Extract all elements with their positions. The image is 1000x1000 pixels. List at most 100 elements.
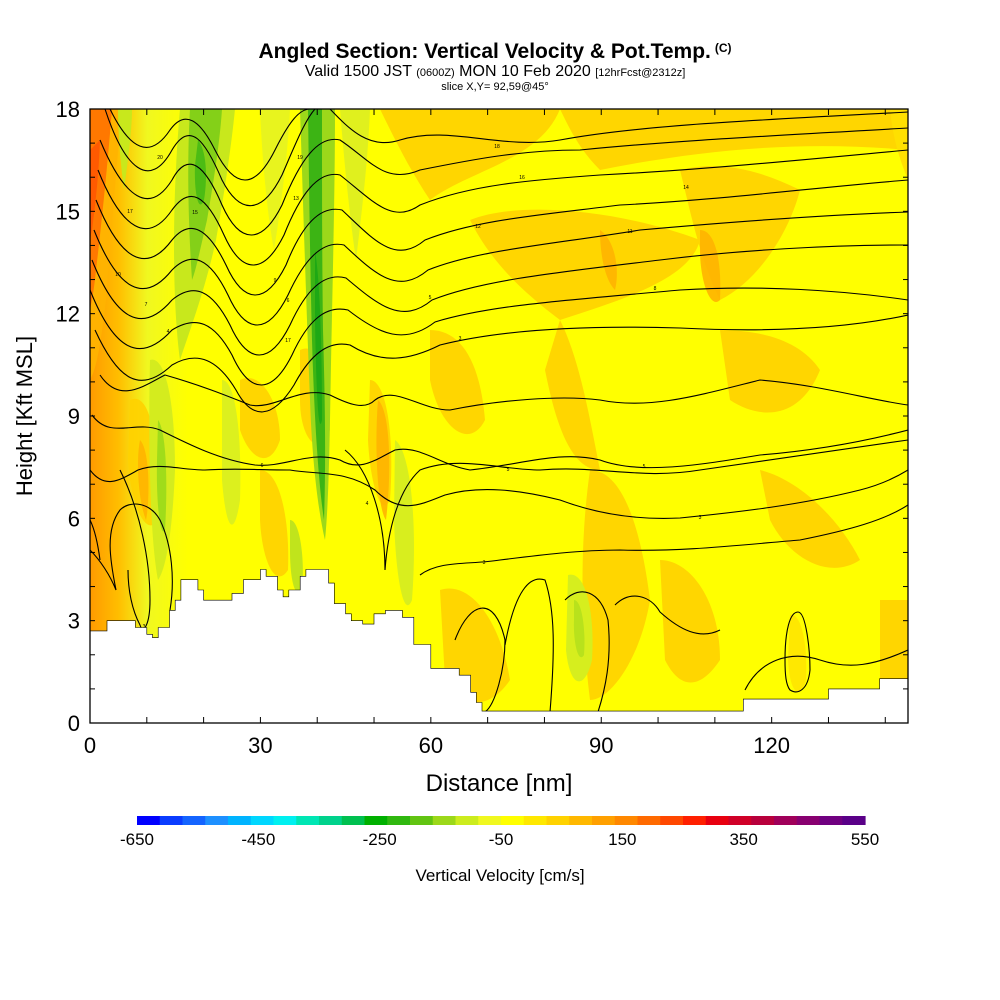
- y-tick-label: 18: [56, 97, 80, 122]
- strong-updraft-patch: [138, 440, 149, 520]
- colorbar-swatch: [569, 816, 593, 825]
- colorbar-swatch: [137, 816, 161, 825]
- chart-title-block: Angled Section: Vertical Velocity & Pot.…: [0, 36, 1000, 93]
- colorbar-swatch: [728, 816, 752, 825]
- contour-line: [90, 287, 908, 386]
- contour-label: 4: [366, 501, 369, 507]
- updraft-patches: [128, 109, 908, 703]
- contour-line: [90, 465, 908, 519]
- contour-label: 18: [494, 144, 500, 150]
- contour-line: [97, 149, 908, 266]
- colorbar: -650 -450 -250 -50 150 350 550: [120, 816, 879, 849]
- updraft-patch: [430, 330, 485, 435]
- colorbar-swatch: [705, 816, 730, 825]
- updraft-patch: [660, 560, 720, 683]
- colorbar-swatch: [250, 816, 275, 825]
- valid-prefix: Valid 1500 JST: [304, 63, 412, 80]
- colorbar-swatch: [842, 816, 866, 825]
- contour-line: [94, 314, 908, 413]
- colorbar-swatch: [592, 816, 616, 825]
- colorbar-swatch: [796, 816, 821, 825]
- contour-label: 5: [429, 295, 432, 301]
- colorbar-swatch: [364, 816, 388, 825]
- colorbar-swatch: [387, 816, 411, 825]
- vertical-velocity-field: 20 19 18 17 16 15 14 13 12 11 10 9 8 7 6…: [90, 109, 908, 723]
- colorbar-swatch: [478, 816, 502, 825]
- updraft-patch: [720, 330, 820, 413]
- contour-label: 7: [145, 302, 148, 308]
- pot-temp-contours: [90, 109, 908, 713]
- downdraft-band: [222, 380, 241, 525]
- colorbar-tick-label: -250: [363, 830, 397, 849]
- downdraft-band: [315, 250, 322, 424]
- contour-label: 19: [297, 155, 303, 161]
- downdraft-band: [290, 520, 303, 593]
- contour-label: 5: [643, 464, 646, 470]
- contour-line: [784, 611, 811, 693]
- valid-time-line: Valid 1500 JST (0600Z) MON 10 Feb 2020 […: [0, 64, 1000, 81]
- colorbar-swatch: [501, 816, 525, 825]
- colorbar-swatch: [819, 816, 843, 825]
- colorbar-tick-label: 350: [729, 830, 757, 849]
- contour-label: 16: [519, 175, 525, 181]
- y-tick-label: 15: [56, 199, 80, 224]
- colorbar-tick-label: -50: [489, 830, 514, 849]
- colorbar-tick-label: -450: [241, 830, 275, 849]
- strongest-updraft-core: [90, 140, 100, 240]
- colorbar-swatch: [660, 816, 684, 825]
- updraft-patch: [260, 470, 289, 577]
- y-tick-label: 6: [68, 506, 80, 531]
- contour-line: [329, 109, 908, 144]
- downdraft-band: [194, 140, 206, 205]
- y-tick-label: 12: [56, 302, 80, 327]
- contour-line: [419, 504, 908, 576]
- downdraft-band: [788, 614, 807, 692]
- colorbar-swatch: [546, 816, 570, 825]
- contour-line: [91, 414, 908, 471]
- colorbar-tick-label: -650: [120, 830, 154, 849]
- updraft-patch: [380, 109, 560, 200]
- contour-label: 13: [293, 196, 299, 202]
- contour-labels: 20 19 18 17 16 15 14 13 12 11 10 9 8 7 6…: [115, 144, 701, 630]
- colorbar-label: Vertical Velocity [cm/s]: [415, 866, 584, 885]
- colorbar-swatch: [455, 816, 479, 825]
- colorbar-swatch: [614, 816, 639, 825]
- contour-label: 9: [274, 278, 277, 284]
- contour-line: [93, 211, 908, 326]
- x-axis: 0 30 60 90 120: [84, 109, 886, 758]
- contour-label: 8: [654, 286, 657, 292]
- colorbar-swatch: [182, 816, 206, 825]
- y-tick-label: 9: [68, 404, 80, 429]
- downdraft-band: [890, 109, 908, 180]
- contour-label: 3: [699, 515, 702, 521]
- contour-label: 6: [287, 298, 290, 304]
- downdraft-band: [156, 420, 167, 532]
- downdraft-band: [573, 600, 585, 658]
- contour-label: 3: [459, 336, 462, 342]
- contour-label: 3: [143, 624, 146, 630]
- colorbar-tick-label: 150: [608, 830, 636, 849]
- y-axis: 0 3 6 9 12 15 18: [56, 97, 908, 736]
- contour-label: 12: [475, 224, 481, 230]
- x-tick-label: 60: [419, 733, 443, 758]
- contour-line: [109, 109, 311, 181]
- colorbar-swatch: [751, 816, 775, 825]
- contour-label: 11: [627, 229, 632, 235]
- x-tick-label: 120: [753, 733, 790, 758]
- contour-label: 17: [285, 338, 291, 344]
- colorbar-swatch: [523, 816, 548, 825]
- downdraft-bands: [118, 109, 908, 692]
- colorbar-swatch: [273, 816, 297, 825]
- colorbar-swatch: [637, 816, 661, 825]
- updraft-patch: [240, 378, 280, 459]
- contour-label: 14: [683, 185, 689, 191]
- contour-label: 5: [507, 467, 510, 473]
- updraft-patch: [760, 470, 860, 568]
- contour-line: [90, 519, 101, 561]
- valid-date: MON 10 Feb 2020: [459, 63, 591, 80]
- colorbar-swatch: [205, 816, 229, 825]
- colorbar-swatch: [683, 816, 707, 825]
- colorbar-swatch: [319, 816, 343, 825]
- updraft-patch: [545, 320, 600, 470]
